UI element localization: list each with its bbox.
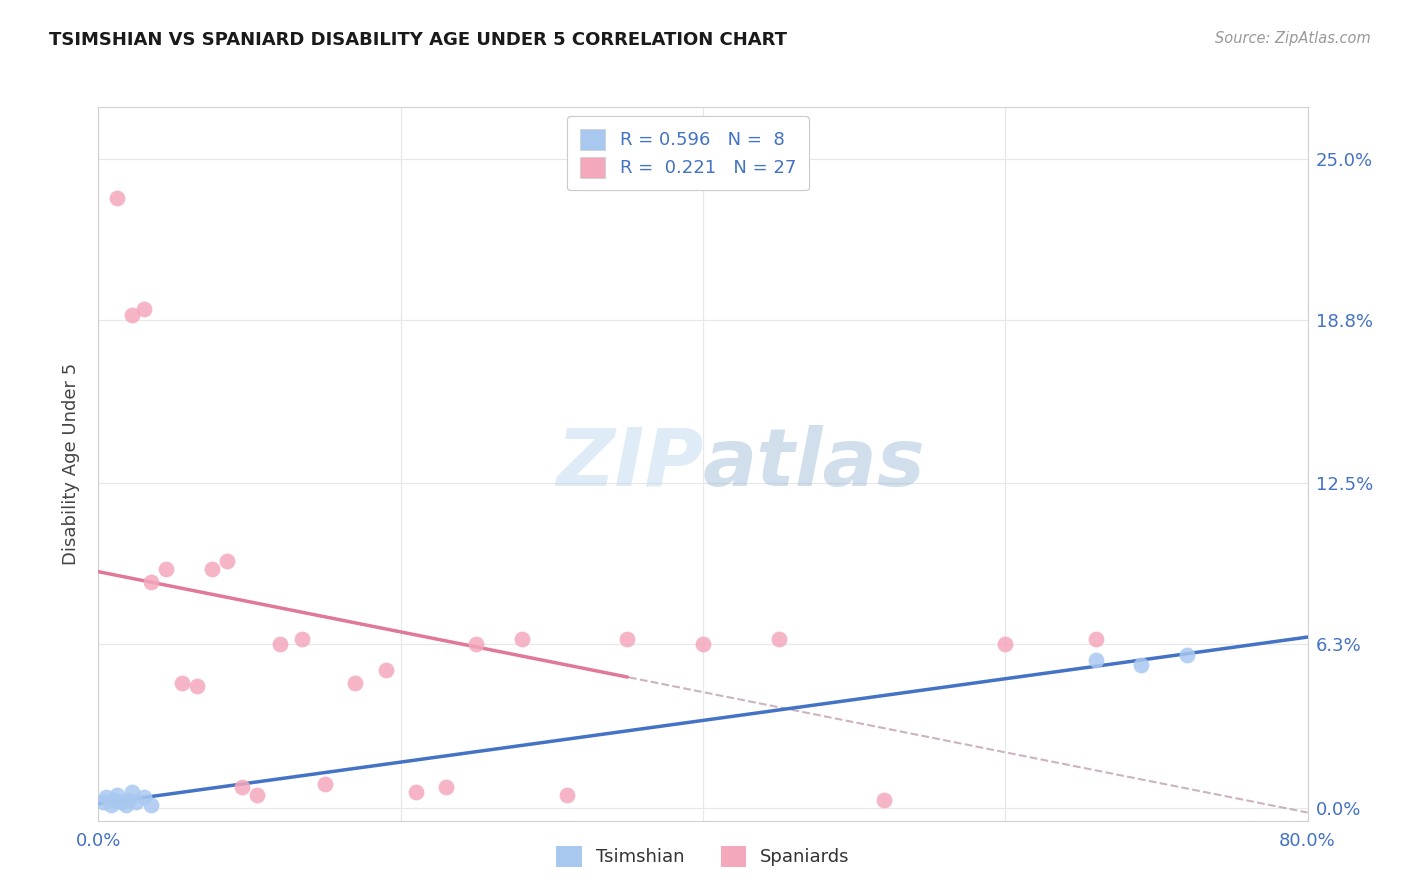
Point: [1085, 632, 1108, 646]
Point: [114, 798, 136, 813]
Point: [132, 790, 155, 805]
Point: [434, 780, 457, 794]
Point: [231, 780, 253, 794]
Text: TSIMSHIAN VS SPANIARD DISABILITY AGE UNDER 5 CORRELATION CHART: TSIMSHIAN VS SPANIARD DISABILITY AGE UND…: [49, 31, 787, 49]
Point: [510, 632, 533, 646]
Point: [91, 796, 114, 810]
Y-axis label: Disability Age Under 5: Disability Age Under 5: [62, 363, 80, 565]
Point: [405, 785, 427, 799]
Point: [768, 632, 790, 646]
Point: [125, 796, 148, 810]
Point: [141, 574, 163, 589]
Point: [103, 793, 125, 807]
Point: [201, 562, 224, 576]
Point: [1130, 657, 1153, 672]
Legend: Tsimshian, Spaniards: Tsimshian, Spaniards: [548, 838, 858, 874]
Point: [314, 777, 336, 791]
Point: [1085, 653, 1108, 667]
Point: [186, 679, 208, 693]
Point: [121, 785, 143, 799]
Point: [215, 554, 238, 568]
Point: [170, 676, 193, 690]
Point: [121, 308, 143, 322]
Point: [155, 562, 177, 576]
Point: [94, 790, 117, 805]
Point: [105, 191, 128, 205]
Point: [692, 637, 714, 651]
Point: [105, 788, 128, 802]
Legend: R = 0.596   N =  8, R =  0.221   N = 27: R = 0.596 N = 8, R = 0.221 N = 27: [568, 116, 808, 190]
Point: [141, 798, 163, 813]
Point: [269, 637, 291, 651]
Text: ZIP: ZIP: [555, 425, 703, 503]
Point: [246, 788, 269, 802]
Point: [1175, 648, 1198, 662]
Point: [110, 796, 132, 810]
Text: Source: ZipAtlas.com: Source: ZipAtlas.com: [1215, 31, 1371, 46]
Point: [132, 302, 155, 317]
Point: [291, 632, 314, 646]
Point: [100, 798, 122, 813]
Point: [344, 676, 367, 690]
Text: atlas: atlas: [703, 425, 925, 503]
Point: [555, 788, 578, 802]
Point: [994, 637, 1017, 651]
Point: [374, 663, 396, 677]
Point: [118, 793, 141, 807]
Point: [465, 637, 488, 651]
Point: [873, 793, 896, 807]
Point: [616, 632, 638, 646]
